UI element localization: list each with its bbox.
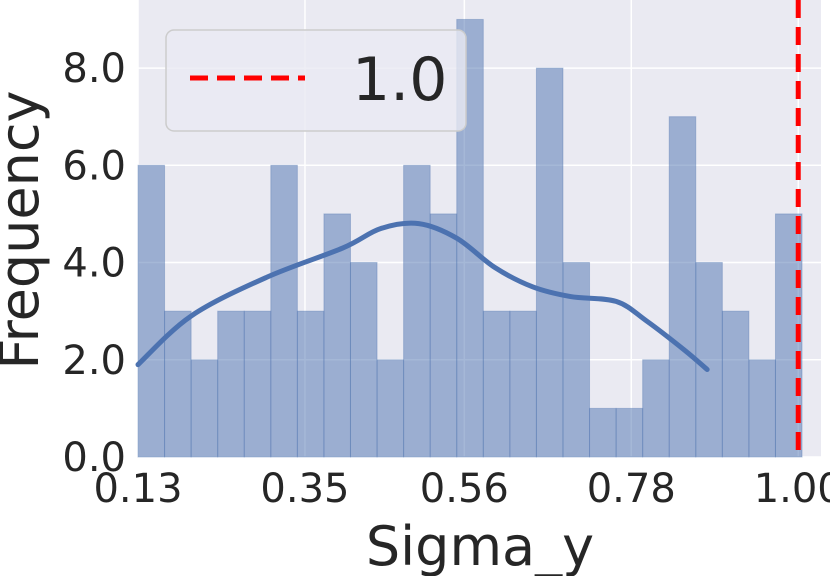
histogram-bar bbox=[668, 116, 697, 458]
histogram-bar bbox=[482, 310, 511, 458]
histogram-bar bbox=[403, 164, 431, 458]
x-axis-title: Sigma_y bbox=[366, 515, 594, 576]
y-tick-labels: 0.0 2.0 4.0 6.0 8.0 bbox=[62, 46, 126, 481]
histogram-bar bbox=[349, 262, 378, 458]
histogram-bar bbox=[296, 310, 325, 458]
histogram-bar bbox=[270, 164, 298, 458]
x-tick-label: 0.56 bbox=[420, 466, 509, 512]
kde-curve bbox=[135, 220, 710, 372]
histogram-bar bbox=[429, 213, 458, 458]
histogram-bar bbox=[243, 310, 272, 458]
histogram-bar bbox=[695, 262, 723, 458]
histogram-bar bbox=[535, 67, 564, 458]
y-axis-title: Frequency bbox=[0, 91, 51, 370]
x-tick-label: 0.35 bbox=[260, 466, 349, 512]
y-tick-label: 8.0 bbox=[62, 46, 126, 92]
histogram-bar bbox=[509, 310, 537, 458]
histogram-bar bbox=[748, 359, 776, 458]
y-tick-label: 2.0 bbox=[62, 338, 126, 384]
histogram-bar bbox=[562, 262, 591, 458]
y-tick-label: 0.0 bbox=[62, 435, 126, 481]
histogram-bar bbox=[615, 407, 644, 458]
histogram-bar bbox=[376, 359, 405, 458]
y-tick-label: 6.0 bbox=[62, 143, 126, 189]
histogram-bar bbox=[721, 310, 750, 458]
histogram-bar bbox=[589, 407, 617, 458]
histogram-bar bbox=[217, 310, 245, 458]
legend: 1.0 bbox=[165, 29, 467, 132]
histogram-bar bbox=[190, 359, 219, 458]
x-tick-labels: 0.13 0.35 0.56 0.78 1.00 bbox=[93, 466, 830, 512]
y-tick-label: 4.0 bbox=[62, 241, 126, 287]
x-tick-label: 1.00 bbox=[754, 466, 830, 512]
x-tick-label: 0.78 bbox=[587, 466, 676, 512]
histogram-bar bbox=[137, 164, 166, 458]
x-tick-label: 0.13 bbox=[93, 466, 182, 512]
legend-box bbox=[165, 29, 467, 132]
legend-label: 1.0 bbox=[352, 45, 447, 115]
histogram-bar bbox=[642, 359, 670, 458]
